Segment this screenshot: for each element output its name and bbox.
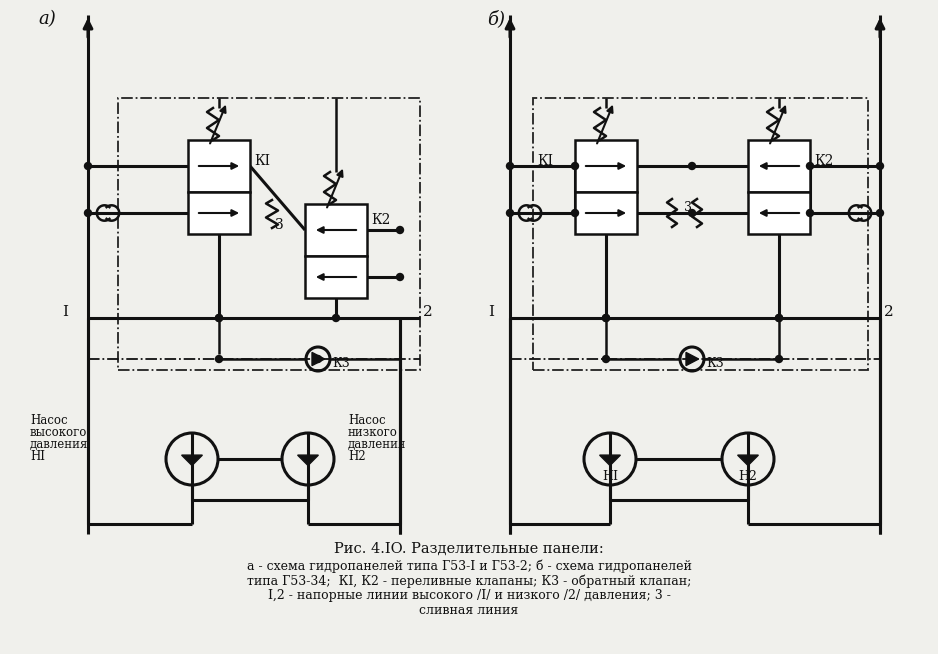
Circle shape — [314, 356, 322, 362]
Circle shape — [84, 162, 92, 169]
Circle shape — [507, 162, 513, 169]
Circle shape — [688, 209, 695, 216]
Polygon shape — [182, 455, 203, 466]
Circle shape — [776, 356, 782, 362]
Polygon shape — [686, 353, 699, 366]
Polygon shape — [312, 353, 325, 366]
Text: высокого: высокого — [30, 426, 87, 439]
Text: давления: давления — [348, 438, 406, 451]
Bar — [305, 204, 367, 256]
Text: К2: К2 — [371, 213, 390, 227]
Bar — [188, 140, 250, 192]
Circle shape — [397, 226, 403, 233]
Bar — [575, 192, 637, 234]
Text: 2: 2 — [423, 305, 432, 319]
Circle shape — [776, 315, 782, 322]
Circle shape — [571, 162, 579, 169]
Text: КI: КI — [537, 154, 553, 168]
Text: Н2: Н2 — [348, 450, 366, 463]
Circle shape — [876, 209, 884, 216]
Circle shape — [807, 162, 813, 169]
Text: Н2: Н2 — [738, 470, 758, 483]
Text: I: I — [62, 305, 68, 319]
Text: НI: НI — [602, 470, 618, 483]
Circle shape — [602, 356, 610, 362]
Text: Насос: Насос — [348, 414, 386, 427]
Text: низкого: низкого — [348, 426, 398, 439]
Circle shape — [776, 315, 782, 322]
Text: Рис. 4.IO. Разделительные панели:: Рис. 4.IO. Разделительные панели: — [334, 542, 604, 556]
Text: НI: НI — [30, 450, 45, 463]
Polygon shape — [599, 455, 620, 466]
Circle shape — [84, 209, 92, 216]
Bar — [748, 140, 810, 192]
Bar — [188, 192, 250, 234]
Polygon shape — [737, 455, 759, 466]
Polygon shape — [297, 455, 318, 466]
Text: К2: К2 — [814, 154, 833, 168]
Text: К3: К3 — [706, 357, 724, 370]
Text: I: I — [488, 305, 494, 319]
Bar — [748, 192, 810, 234]
Circle shape — [397, 273, 403, 281]
Bar — [118, 98, 420, 370]
Text: КI: КI — [254, 154, 270, 168]
Circle shape — [216, 315, 222, 322]
Circle shape — [602, 315, 610, 322]
Circle shape — [688, 162, 695, 169]
Text: сливная линия: сливная линия — [419, 604, 519, 617]
Circle shape — [571, 209, 579, 216]
Circle shape — [807, 209, 813, 216]
Text: давления: давления — [30, 438, 88, 451]
Text: Насос: Насос — [30, 414, 68, 427]
Text: а): а) — [38, 10, 55, 28]
Circle shape — [876, 162, 884, 169]
Text: К3: К3 — [332, 357, 350, 370]
Circle shape — [602, 315, 610, 322]
Text: типа Г53-34;  КI, К2 - переливные клапаны; К3 - обратный клапан;: типа Г53-34; КI, К2 - переливные клапаны… — [247, 574, 691, 588]
Text: 3: 3 — [275, 218, 284, 232]
Bar — [533, 98, 868, 370]
Circle shape — [216, 356, 222, 362]
Text: 3: 3 — [684, 201, 692, 214]
Circle shape — [507, 209, 513, 216]
Text: I,2 - напорные линии высокого /I/ и низкого /2/ давления; 3 -: I,2 - напорные линии высокого /I/ и низк… — [267, 589, 671, 602]
Text: б): б) — [487, 10, 505, 28]
Text: а - схема гидропанелей типа Г53-I и Г53-2; б - схема гидропанелей: а - схема гидропанелей типа Г53-I и Г53-… — [247, 559, 691, 573]
Circle shape — [216, 315, 222, 322]
Text: 2: 2 — [884, 305, 894, 319]
Circle shape — [332, 315, 340, 322]
Bar — [305, 256, 367, 298]
Bar — [575, 140, 637, 192]
